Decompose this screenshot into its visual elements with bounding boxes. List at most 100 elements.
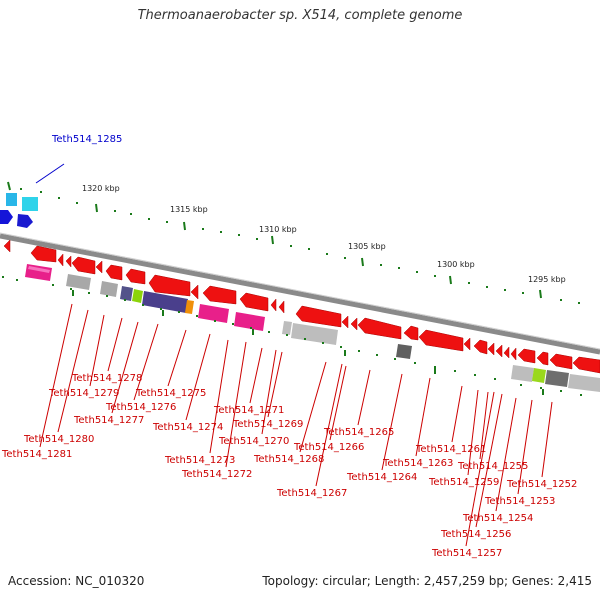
gene-feature-orange[interactable] (185, 300, 194, 314)
gene-leader-line (465, 391, 495, 547)
gene-feature-grey[interactable] (100, 281, 118, 297)
gene-label[interactable]: Teth514_1274 (152, 422, 223, 433)
gene-feature-blue[interactable] (0, 210, 13, 224)
gene-arrow[interactable] (350, 317, 358, 331)
gene-label[interactable]: Teth514_1276 (105, 402, 176, 413)
gene-feature-blue[interactable] (17, 214, 33, 228)
gene-leader-line (357, 369, 371, 426)
gene-track-inner (25, 264, 600, 392)
scale-label: 1305 kbp (348, 242, 386, 251)
gene-arrow[interactable] (278, 300, 285, 314)
genome-backbone (0, 233, 600, 355)
gene-arrow[interactable] (190, 284, 199, 300)
gene-feature-green[interactable] (532, 368, 546, 383)
gene-leader-line (415, 377, 431, 457)
gene-arrow[interactable] (270, 298, 277, 312)
gene-arrow[interactable] (295, 305, 342, 328)
gene-arrow[interactable] (30, 245, 57, 263)
gene-feature-indigo[interactable] (120, 286, 133, 301)
gene-leader-line (467, 389, 479, 476)
gene-leader-line (111, 321, 139, 414)
gene-arrow[interactable] (65, 255, 72, 268)
gene-label[interactable]: Teth514_1265 (323, 427, 394, 438)
gene-leader-line (107, 317, 123, 372)
gene-arrow[interactable] (125, 268, 146, 285)
scale-label: 1315 kbp (170, 205, 208, 214)
scale-label: 1320 kbp (82, 184, 120, 193)
gene-arrow[interactable] (3, 239, 11, 253)
gene-label[interactable]: Teth514_1257 (431, 548, 502, 559)
gene-feature-darkgrey[interactable] (545, 370, 569, 387)
gene-label[interactable]: Teth514_1256 (440, 529, 511, 540)
gene-leader-line (249, 347, 263, 404)
gene-arrow[interactable] (148, 274, 191, 297)
genome-summary-text: Topology: circular; Length: 2,457,259 bp… (262, 574, 592, 588)
gene-label[interactable]: Teth514_1275 (135, 388, 206, 399)
gene-label[interactable]: Teth514_1266 (293, 442, 364, 453)
gene-labels: Teth514_1281 Teth514_1280 Teth514_1279 Teth… (1, 373, 577, 559)
gene-label[interactable]: Teth514_1272 (181, 469, 252, 480)
gene-label[interactable]: Teth514_1279 (48, 388, 119, 399)
gene-feature-green[interactable] (132, 289, 143, 303)
gene-arrow[interactable] (473, 339, 488, 355)
gene-arrow[interactable] (57, 253, 64, 267)
gene-feature-grey[interactable] (282, 321, 292, 335)
gene-label[interactable]: Teth514_1264 (346, 472, 417, 483)
gene-label[interactable]: Teth514_1277 (73, 415, 144, 426)
gene-arrow[interactable] (517, 348, 536, 364)
gene-label[interactable]: Teth514_1271 (213, 405, 284, 416)
gene-leader-line (225, 341, 247, 468)
gene-label[interactable]: Teth514_1278 (71, 373, 142, 384)
gene-arrow[interactable] (549, 353, 573, 370)
gene-arrow[interactable] (239, 292, 269, 312)
gene-label[interactable]: Teth514_1273 (164, 455, 235, 466)
gene-label[interactable]: Teth514_1269 (232, 419, 303, 430)
gene-feature-indigo[interactable] (142, 291, 188, 313)
gene-feature-grey[interactable] (511, 365, 534, 382)
gene-label[interactable]: Teth514_1280 (23, 434, 94, 445)
scale-label: 1295 kbp (528, 275, 566, 284)
gene-arrow[interactable] (418, 329, 464, 352)
gene-arrow[interactable] (71, 256, 96, 275)
gene-label[interactable]: Teth514_1254 (462, 513, 533, 524)
gene-feature-grey[interactable] (66, 274, 91, 290)
gene-label[interactable]: Teth514_1267 (276, 488, 347, 499)
gene-arrow[interactable] (503, 346, 510, 359)
gene-feature-pink[interactable] (198, 304, 229, 323)
gene-arrow[interactable] (95, 260, 103, 274)
gene-label[interactable]: Teth514_1263 (382, 458, 453, 469)
gene-feature-grey[interactable] (568, 374, 600, 392)
gene-feature-darkgrey[interactable] (396, 344, 412, 359)
gene-arrow[interactable] (510, 347, 517, 361)
gene-label[interactable]: Teth514_1268 (253, 454, 324, 465)
gene-arrow[interactable] (202, 285, 237, 305)
gene-label[interactable]: Teth514_1270 (218, 436, 289, 447)
gene-arrow[interactable] (341, 315, 349, 329)
gene-label[interactable]: Teth514_1259 (428, 477, 499, 488)
gene-arrow[interactable] (487, 342, 495, 356)
highlighted-gene-features: Teth514_1285 (0, 134, 122, 228)
gene-feature-grey[interactable] (291, 323, 338, 345)
gene-label[interactable]: Teth514_1253 (484, 496, 555, 507)
gene-label[interactable]: Teth514_1255 (457, 461, 528, 472)
gene-arrow[interactable] (357, 317, 402, 340)
genome-backbone-highlight (0, 232, 600, 350)
gene-arrow[interactable] (536, 351, 549, 366)
gene-label-leaders (39, 303, 553, 547)
gene-arrow[interactable] (403, 325, 419, 341)
gene-arrow[interactable] (495, 344, 503, 358)
map-title: Thermoanaerobacter sp. X514, complete ge… (137, 8, 463, 23)
highlighted-gene-label[interactable]: Teth514_1285 (51, 134, 122, 145)
gene-feature-pink[interactable] (234, 312, 265, 331)
gene-label[interactable]: Teth514_1281 (1, 449, 72, 460)
highlight-leader-line (35, 163, 65, 184)
gene-leader-line (133, 323, 159, 401)
gene-label[interactable]: Teth514_1261 (415, 444, 486, 455)
gene-feature-cyan (6, 193, 17, 206)
gene-label[interactable]: Teth514_1252 (506, 479, 577, 490)
gene-arrow[interactable] (463, 337, 471, 351)
gene-leader-line (495, 397, 517, 512)
gene-arrow[interactable] (572, 356, 600, 374)
gene-arrow[interactable] (105, 264, 123, 281)
